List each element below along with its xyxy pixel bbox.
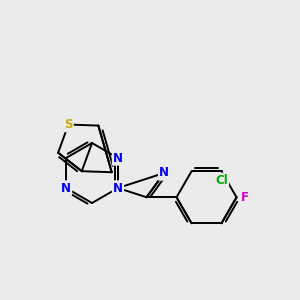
Text: N: N (159, 167, 169, 179)
Text: F: F (241, 191, 248, 204)
Text: N: N (113, 152, 123, 164)
Text: Cl: Cl (215, 174, 228, 187)
Text: S: S (64, 118, 73, 131)
Text: N: N (113, 182, 123, 194)
Text: N: N (61, 182, 71, 194)
